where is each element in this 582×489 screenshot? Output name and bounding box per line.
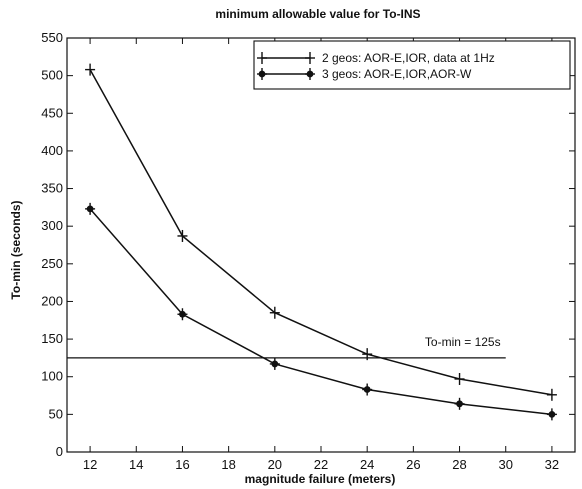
series-group	[85, 64, 557, 421]
data-point	[177, 230, 187, 242]
data-point	[547, 389, 557, 401]
y-tick-label: 200	[41, 293, 63, 308]
data-point	[270, 307, 280, 319]
y-tick-label: 150	[41, 331, 63, 346]
legend-box	[254, 41, 570, 89]
legend-label: 2 geos: AOR-E,IOR, data at 1Hz	[322, 51, 495, 65]
y-tick-label: 550	[41, 30, 63, 45]
x-tick-label: 22	[314, 457, 328, 472]
marker-dot	[364, 386, 371, 393]
x-tick-label: 32	[545, 457, 559, 472]
y-tick-label: 350	[41, 181, 63, 196]
marker-dot	[271, 361, 278, 368]
y-tick-label: 500	[41, 68, 63, 83]
data-point	[455, 398, 465, 410]
chart-title: minimum allowable value for To-INS	[215, 7, 420, 21]
x-tick-label: 14	[129, 457, 143, 472]
x-axis-label: magnitude failure (meters)	[245, 472, 396, 486]
y-tick-label: 400	[41, 143, 63, 158]
x-tick-label: 16	[175, 457, 189, 472]
x-tick-label: 30	[498, 457, 512, 472]
x-tick-label: 18	[221, 457, 235, 472]
x-tick-label: 28	[452, 457, 466, 472]
marker-dot	[179, 311, 186, 318]
reference-line-group: To-min = 125s	[67, 335, 506, 358]
data-point	[547, 408, 557, 420]
data-point	[362, 384, 372, 396]
x-tick-label: 20	[268, 457, 282, 472]
data-point	[455, 373, 465, 385]
marker-dot	[259, 71, 266, 78]
reference-line-label: To-min = 125s	[425, 335, 501, 349]
plot-frame	[67, 38, 575, 452]
marker-dot	[456, 400, 463, 407]
y-axis-label: To-min (seconds)	[9, 200, 23, 299]
y-tick-label: 100	[41, 369, 63, 384]
legend-label: 3 geos: AOR-E,IOR,AOR-W	[322, 67, 472, 81]
y-tick-label: 50	[49, 406, 63, 421]
marker-dot	[87, 205, 94, 212]
y-tick-label: 450	[41, 105, 63, 120]
legend: 2 geos: AOR-E,IOR, data at 1Hz 3 geos: AO…	[254, 41, 570, 89]
data-point	[85, 64, 95, 76]
marker-dot	[549, 411, 556, 418]
data-point	[270, 358, 280, 370]
x-tick-label: 24	[360, 457, 374, 472]
y-tick-label: 250	[41, 256, 63, 271]
y-tick-label: 0	[56, 444, 63, 459]
axis-ticks: 12 14 16 18 20 22 24 26 28 30 32 0 50 100 150 200 250 300…	[41, 30, 575, 472]
y-tick-label: 300	[41, 218, 63, 233]
x-tick-label: 12	[83, 457, 97, 472]
marker-dot	[307, 71, 314, 78]
x-tick-label: 26	[406, 457, 420, 472]
